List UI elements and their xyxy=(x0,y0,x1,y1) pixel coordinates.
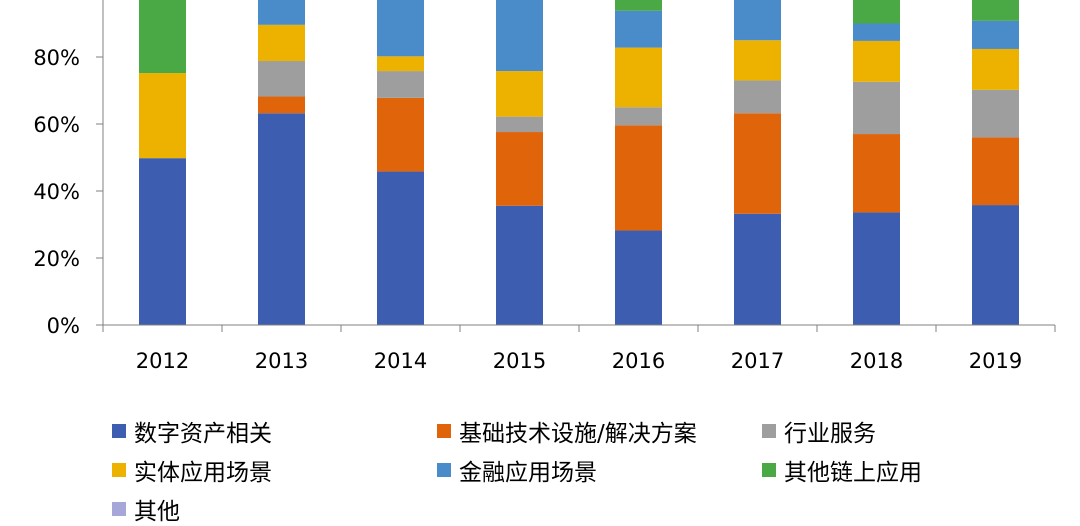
x-tick-label: 2019 xyxy=(969,349,1022,373)
bar-segment xyxy=(377,171,424,325)
bar-segment xyxy=(139,73,186,159)
bar-segment xyxy=(734,113,781,214)
bar-segment xyxy=(496,205,543,325)
bar-segment xyxy=(972,137,1019,206)
bar-segment xyxy=(615,0,662,11)
x-tick-label: 2016 xyxy=(612,349,665,373)
bar-segment xyxy=(972,0,1019,21)
bar-segment xyxy=(615,10,662,48)
bar-segment xyxy=(734,213,781,325)
x-tick-label: 2012 xyxy=(136,349,189,373)
x-tick-label: 2014 xyxy=(374,349,427,373)
bar-segment xyxy=(258,61,305,97)
bar-segment xyxy=(734,0,781,41)
bar-segment xyxy=(258,24,305,62)
bar-segment xyxy=(496,71,543,117)
bar-segment xyxy=(377,0,424,57)
x-tick-label: 2018 xyxy=(850,349,903,373)
bar-segment xyxy=(496,116,543,133)
bar-segment xyxy=(734,80,781,114)
y-tick-label: 80% xyxy=(33,46,80,70)
stacked-bar-chart: 2012 2013 2014 2015 2016 2017 2018 2019 0% 20% 40%… xyxy=(33,0,1056,373)
bar-segment xyxy=(615,125,662,231)
bar-segment xyxy=(615,230,662,325)
bar-segment xyxy=(734,40,781,81)
bar-segment xyxy=(258,96,305,114)
bar-segment xyxy=(972,48,1019,90)
bar-segment xyxy=(853,134,900,213)
bar-segment xyxy=(853,81,900,135)
bar-segment xyxy=(377,56,424,72)
bar-segment xyxy=(139,158,186,325)
bar-segment xyxy=(853,23,900,41)
y-tick-label: 20% xyxy=(33,247,80,271)
y-tick-label: 0% xyxy=(47,314,80,338)
bar-segment xyxy=(496,132,543,206)
x-tick-label: 2015 xyxy=(493,349,546,373)
chart-canvas: 2012 2013 2014 2015 2016 2017 2018 2019 0% 20% 40%… xyxy=(33,0,1056,373)
bar-segment xyxy=(496,0,543,72)
y-tick-label: 60% xyxy=(33,113,80,137)
bar-segment xyxy=(258,113,305,325)
y-tick-label: 40% xyxy=(33,180,80,204)
bar-segment xyxy=(853,0,900,24)
bar-segment xyxy=(615,47,662,108)
bar-segment xyxy=(853,212,900,325)
bar-segment xyxy=(139,0,186,74)
bar-segment xyxy=(972,205,1019,325)
x-tick-label: 2013 xyxy=(255,349,308,373)
bar-segment xyxy=(972,20,1019,49)
bar-segment xyxy=(972,89,1019,138)
bar-segment xyxy=(377,97,424,172)
bar-segment xyxy=(853,40,900,82)
bar-segment xyxy=(258,0,305,25)
bar-segment xyxy=(615,107,662,126)
bar-segment xyxy=(377,71,424,98)
x-tick-label: 2017 xyxy=(731,349,784,373)
